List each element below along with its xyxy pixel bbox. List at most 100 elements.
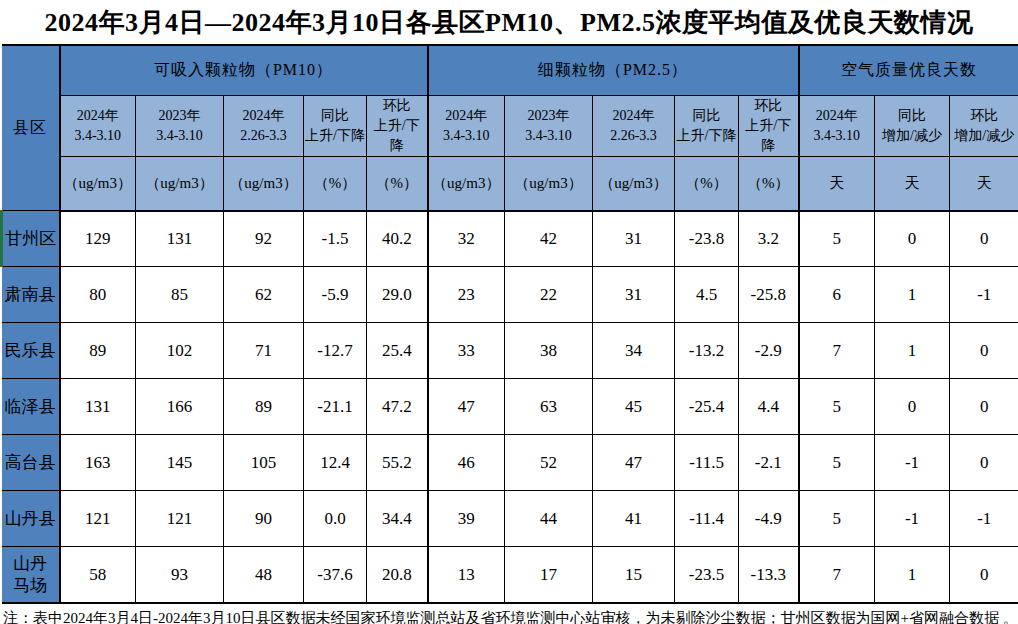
data-cell: 121 xyxy=(136,491,224,547)
data-cell: -13.3 xyxy=(739,547,799,603)
footnote: 注：表中2024年3月4日-2024年3月10日县区数据未经国家环境监测总站及省… xyxy=(0,604,1018,624)
col-header-county: 县区 xyxy=(2,45,60,211)
subheader-pm10-prevweek: 2024年 2.26-3.3 xyxy=(224,95,304,157)
data-cell: -2.1 xyxy=(739,435,799,491)
subheader-days-2024: 2024年 3.4-3.10 xyxy=(799,95,875,157)
data-cell: 6 xyxy=(799,267,875,323)
subheader-pm25-prevweek: 2024年 2.26-3.3 xyxy=(593,95,675,157)
data-cell: 105 xyxy=(224,435,304,491)
data-cell: -4.9 xyxy=(739,491,799,547)
data-cell: 131 xyxy=(60,379,136,435)
county-cell: 高台县 xyxy=(2,435,60,491)
data-cell: 34 xyxy=(593,323,675,379)
data-cell: 46 xyxy=(428,435,505,491)
data-cell: 41 xyxy=(593,491,675,547)
group-header-pm10: 可吸入颗粒物（PM10） xyxy=(60,45,428,95)
data-cell: 33 xyxy=(428,323,505,379)
data-cell: -5.9 xyxy=(304,267,367,323)
data-cell: 90 xyxy=(224,491,304,547)
subheader-pm10-2024: 2024年 3.4-3.10 xyxy=(60,95,136,157)
data-cell: 31 xyxy=(593,267,675,323)
data-cell: 121 xyxy=(60,491,136,547)
county-cell: 甘州区 xyxy=(2,211,60,267)
data-cell: 47 xyxy=(593,435,675,491)
data-cell: 89 xyxy=(60,323,136,379)
data-cell: -1 xyxy=(950,491,1018,547)
data-cell: -21.1 xyxy=(304,379,367,435)
unit-cell: （%） xyxy=(675,157,739,211)
data-cell: 63 xyxy=(505,379,593,435)
data-cell: -25.4 xyxy=(675,379,739,435)
county-cell: 肃南县 xyxy=(2,267,60,323)
subheader-pm25-2023: 2023年 3.4-3.10 xyxy=(505,95,593,157)
data-cell: 0 xyxy=(875,379,950,435)
data-cell: -23.5 xyxy=(675,547,739,603)
unit-cell: （ug/m3） xyxy=(224,157,304,211)
subheader-days-yoy: 同比 增加/减少 xyxy=(875,95,950,157)
data-cell: 12.4 xyxy=(304,435,367,491)
data-cell: 7 xyxy=(799,323,875,379)
table-row: 临泽县 131 166 89 -21.1 47.2 47 63 45 -25.4… xyxy=(2,379,1018,435)
subheader-pm25-2024: 2024年 3.4-3.10 xyxy=(428,95,505,157)
data-cell: 17 xyxy=(505,547,593,603)
data-cell: 163 xyxy=(60,435,136,491)
data-cell: -1 xyxy=(875,435,950,491)
data-cell: 47.2 xyxy=(367,379,428,435)
table-row: 高台县 163 145 105 12.4 55.2 46 52 47 -11.5… xyxy=(2,435,1018,491)
data-cell: 5 xyxy=(799,435,875,491)
data-cell: 129 xyxy=(60,211,136,267)
data-cell: 15 xyxy=(593,547,675,603)
unit-cell: 天 xyxy=(799,157,875,211)
data-cell: 55.2 xyxy=(367,435,428,491)
data-cell: 0 xyxy=(950,435,1018,491)
data-cell: 22 xyxy=(505,267,593,323)
unit-row: （ug/m3） （ug/m3） （ug/m3） （%） （%） （ug/m3） … xyxy=(2,157,1018,211)
data-cell: 4.5 xyxy=(675,267,739,323)
table-row: 山丹县 121 121 90 0.0 34.4 39 44 41 -11.4 -… xyxy=(2,491,1018,547)
data-cell: -1.5 xyxy=(304,211,367,267)
data-cell: 29.0 xyxy=(367,267,428,323)
county-cell: 山丹县 xyxy=(2,491,60,547)
data-cell: 93 xyxy=(136,547,224,603)
unit-cell: （ug/m3） xyxy=(505,157,593,211)
page-title: 2024年3月4日—2024年3月10日各县区PM10、PM2.5浓度平均值及优… xyxy=(0,0,1018,44)
subheader-pm25-mom: 环比 上升/下降 xyxy=(739,95,799,157)
data-cell: 62 xyxy=(224,267,304,323)
data-cell: 4.4 xyxy=(739,379,799,435)
data-cell: 48 xyxy=(224,547,304,603)
data-cell: 166 xyxy=(136,379,224,435)
data-cell: 23 xyxy=(428,267,505,323)
subheader-pm25-yoy: 同比 上升/下降 xyxy=(675,95,739,157)
data-cell: 13 xyxy=(428,547,505,603)
data-cell: 0 xyxy=(950,547,1018,603)
unit-cell: （ug/m3） xyxy=(136,157,224,211)
data-cell: 7 xyxy=(799,547,875,603)
unit-cell: （%） xyxy=(304,157,367,211)
data-cell: 47 xyxy=(428,379,505,435)
group-header-good-days: 空气质量优良天数 xyxy=(799,45,1018,95)
data-cell: 39 xyxy=(428,491,505,547)
data-cell: 0 xyxy=(950,379,1018,435)
data-cell: -11.5 xyxy=(675,435,739,491)
data-cell: 58 xyxy=(60,547,136,603)
county-cell: 民乐县 xyxy=(2,323,60,379)
data-cell: -25.8 xyxy=(739,267,799,323)
subheader-pm10-2023: 2023年 3.4-3.10 xyxy=(136,95,224,157)
unit-cell: （ug/m3） xyxy=(428,157,505,211)
data-cell: 0 xyxy=(950,211,1018,267)
unit-cell: 天 xyxy=(950,157,1018,211)
data-cell: -37.6 xyxy=(304,547,367,603)
county-cell: 山丹 马场 xyxy=(2,547,60,603)
group-header-row: 县区 可吸入颗粒物（PM10） 细颗粒物（PM2.5） 空气质量优良天数 xyxy=(2,45,1018,95)
data-cell: 0.0 xyxy=(304,491,367,547)
data-cell: 0 xyxy=(875,211,950,267)
data-cell: 102 xyxy=(136,323,224,379)
data-cell: 80 xyxy=(60,267,136,323)
data-cell: -11.4 xyxy=(675,491,739,547)
data-cell: -2.9 xyxy=(739,323,799,379)
subheader-pm10-yoy: 同比 上升/下降 xyxy=(304,95,367,157)
data-cell: 44 xyxy=(505,491,593,547)
data-cell: 92 xyxy=(224,211,304,267)
data-cell: 32 xyxy=(428,211,505,267)
subheader-pm10-mom: 环比 上升/下降 xyxy=(367,95,428,157)
